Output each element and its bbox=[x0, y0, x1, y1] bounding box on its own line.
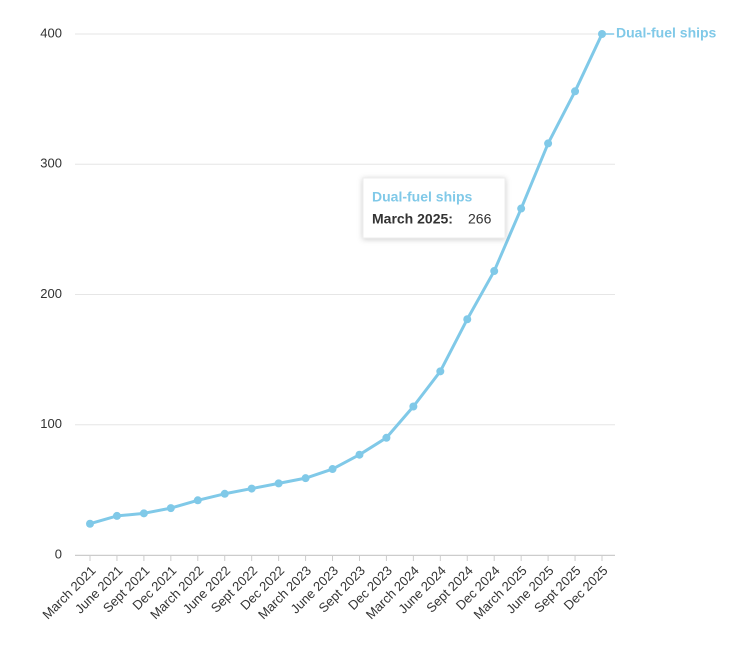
data-point bbox=[220, 489, 229, 498]
tooltip-title: Dual-fuel ships bbox=[372, 189, 473, 205]
y-tick-label: 400 bbox=[40, 25, 62, 40]
y-tick-label: 200 bbox=[40, 286, 62, 301]
tooltip: Dual-fuel ships March 2025: 266 bbox=[362, 177, 506, 239]
data-point bbox=[166, 504, 175, 513]
tooltip-value: 266 bbox=[468, 211, 492, 227]
data-point bbox=[274, 479, 283, 488]
y-tick-label: 300 bbox=[40, 156, 62, 171]
y-tick-label: 100 bbox=[40, 416, 62, 431]
data-point bbox=[517, 204, 526, 213]
data-point bbox=[544, 139, 553, 148]
y-tick-label: 0 bbox=[55, 546, 62, 561]
data-point bbox=[571, 87, 580, 96]
series-line bbox=[89, 33, 604, 526]
data-point bbox=[328, 465, 337, 474]
data-point bbox=[382, 433, 391, 442]
data-point bbox=[436, 367, 445, 376]
tooltip-box bbox=[362, 177, 506, 239]
data-point bbox=[193, 496, 202, 505]
data-point bbox=[463, 315, 472, 324]
data-point bbox=[490, 267, 499, 276]
tooltip-label: March 2025: bbox=[372, 211, 453, 227]
data-point bbox=[409, 402, 418, 411]
data-point bbox=[355, 450, 364, 459]
data-point bbox=[247, 484, 256, 493]
data-point bbox=[86, 519, 94, 528]
data-point bbox=[301, 474, 310, 483]
series-label: Dual-fuel ships bbox=[616, 25, 717, 41]
data-point bbox=[139, 509, 148, 518]
data-point bbox=[112, 511, 121, 520]
